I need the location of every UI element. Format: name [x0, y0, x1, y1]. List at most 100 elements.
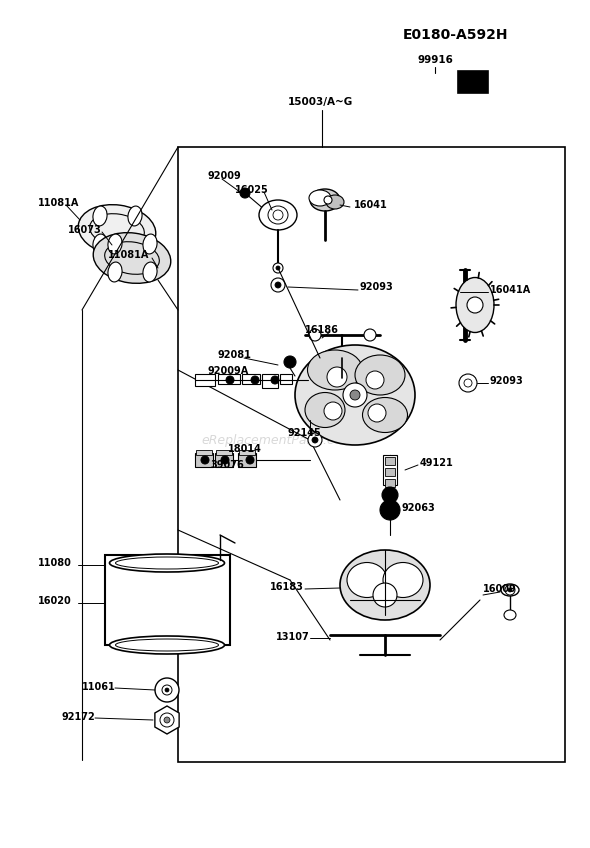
Circle shape — [275, 282, 281, 288]
Ellipse shape — [116, 639, 218, 651]
Text: 92063: 92063 — [402, 503, 436, 513]
Ellipse shape — [326, 195, 344, 209]
Ellipse shape — [295, 345, 415, 445]
Circle shape — [160, 713, 174, 727]
Circle shape — [373, 583, 397, 607]
Text: 92009A: 92009A — [207, 366, 248, 376]
Circle shape — [201, 456, 209, 464]
Circle shape — [284, 356, 296, 368]
Bar — [242, 374, 260, 384]
Circle shape — [155, 678, 179, 702]
Circle shape — [350, 390, 360, 400]
Text: 11081A: 11081A — [38, 198, 80, 208]
Circle shape — [226, 376, 234, 384]
Circle shape — [324, 196, 332, 204]
Polygon shape — [155, 706, 179, 734]
Circle shape — [251, 376, 259, 384]
Bar — [262, 374, 278, 388]
Text: eReplacementParts.com: eReplacementParts.com — [201, 434, 353, 448]
Circle shape — [364, 329, 376, 341]
Ellipse shape — [309, 190, 331, 206]
Circle shape — [240, 188, 250, 198]
Ellipse shape — [128, 206, 142, 226]
Bar — [195, 374, 215, 386]
Text: 92081: 92081 — [218, 350, 252, 360]
Ellipse shape — [340, 550, 430, 620]
Bar — [280, 374, 292, 384]
Ellipse shape — [383, 562, 423, 598]
Circle shape — [380, 500, 400, 520]
Ellipse shape — [310, 189, 340, 211]
Text: 99916: 99916 — [417, 55, 453, 65]
Circle shape — [382, 487, 398, 503]
Text: 16041A: 16041A — [490, 285, 531, 295]
Text: 92093: 92093 — [490, 376, 524, 386]
Text: 92093: 92093 — [360, 282, 394, 292]
Circle shape — [366, 371, 384, 389]
Bar — [385, 457, 395, 465]
Circle shape — [309, 329, 321, 341]
Circle shape — [343, 383, 367, 407]
Circle shape — [164, 717, 170, 723]
Ellipse shape — [501, 584, 519, 596]
Text: 13107: 13107 — [276, 632, 310, 642]
Circle shape — [467, 297, 483, 313]
Ellipse shape — [93, 232, 171, 283]
Circle shape — [324, 402, 342, 420]
Circle shape — [464, 379, 472, 387]
Bar — [385, 479, 395, 487]
Bar — [196, 450, 212, 455]
Bar — [195, 453, 213, 467]
Text: 16186: 16186 — [305, 325, 339, 335]
Ellipse shape — [110, 636, 225, 654]
Ellipse shape — [143, 234, 157, 254]
Text: 11080: 11080 — [38, 558, 72, 568]
Circle shape — [327, 367, 347, 387]
Ellipse shape — [268, 206, 288, 224]
Text: 16020: 16020 — [38, 596, 72, 606]
Bar — [458, 71, 488, 93]
Bar — [239, 450, 255, 455]
Circle shape — [221, 456, 229, 464]
Bar — [215, 453, 233, 467]
Text: 11081A: 11081A — [108, 250, 149, 260]
Ellipse shape — [93, 206, 107, 226]
Circle shape — [368, 404, 386, 422]
Ellipse shape — [305, 393, 345, 427]
Circle shape — [312, 437, 318, 443]
Circle shape — [505, 585, 515, 595]
Bar — [105, 555, 230, 645]
Text: 16183: 16183 — [270, 582, 304, 592]
Bar — [385, 468, 395, 476]
Ellipse shape — [362, 398, 408, 432]
Circle shape — [271, 376, 279, 384]
Ellipse shape — [108, 262, 122, 282]
Text: 16073: 16073 — [68, 225, 101, 235]
Circle shape — [271, 278, 285, 292]
Ellipse shape — [347, 562, 387, 598]
Text: 39076: 39076 — [210, 460, 244, 470]
Ellipse shape — [143, 262, 157, 282]
Ellipse shape — [108, 234, 122, 254]
Bar — [383, 455, 397, 485]
Text: 15003/A~G: 15003/A~G — [287, 97, 353, 107]
Ellipse shape — [456, 277, 494, 332]
Text: 18014: 18014 — [228, 444, 262, 454]
Circle shape — [276, 266, 280, 270]
Ellipse shape — [110, 554, 225, 572]
Text: 92172: 92172 — [62, 712, 96, 722]
Text: 16025: 16025 — [235, 185, 269, 195]
Circle shape — [162, 685, 172, 695]
Ellipse shape — [259, 200, 297, 230]
Bar — [218, 374, 240, 384]
Bar — [238, 453, 256, 467]
Text: 92009: 92009 — [207, 171, 241, 181]
Circle shape — [308, 433, 322, 447]
Circle shape — [508, 588, 512, 592]
Ellipse shape — [116, 557, 218, 569]
Circle shape — [246, 456, 254, 464]
Circle shape — [273, 263, 283, 273]
Bar — [216, 450, 232, 455]
Bar — [178, 147, 565, 762]
Text: 92145: 92145 — [288, 428, 322, 438]
